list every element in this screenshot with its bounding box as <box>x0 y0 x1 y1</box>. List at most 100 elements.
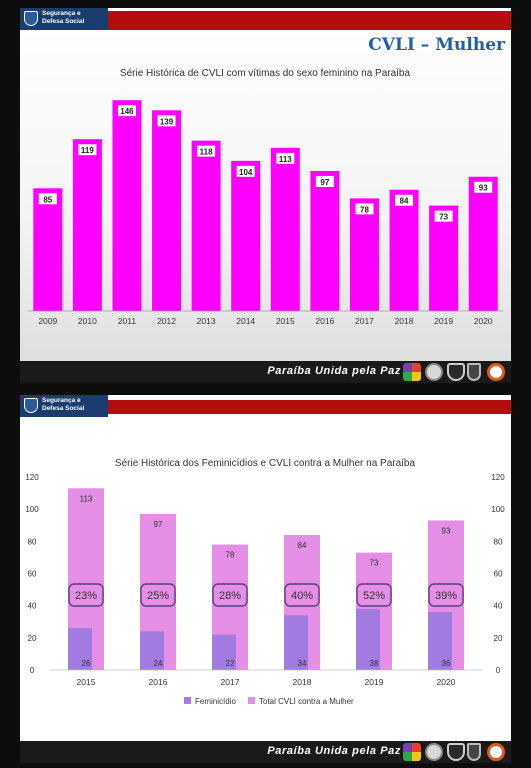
police-seal-icon <box>425 743 443 761</box>
bar-feminicidio-2020 <box>428 612 452 670</box>
percent-box <box>356 583 392 607</box>
chart-cvli-female-victims: Série Histórica de CVLI com vítimas do s… <box>28 68 503 326</box>
chart-title: Série Histórica dos Feminicídios e CVLI … <box>115 458 416 469</box>
bar-feminicidio-2015 <box>68 628 92 670</box>
org-name-line1: Segurança e <box>42 10 81 17</box>
data-label-box <box>395 194 414 206</box>
data-label-feminicidio: 24 <box>154 659 163 668</box>
data-label: 78 <box>360 205 369 214</box>
bar-feminicidio-2016 <box>140 631 164 670</box>
data-label-box <box>78 144 97 156</box>
data-label-box <box>236 165 255 177</box>
puzzle-icon <box>403 743 421 761</box>
x-tick-label: 2020 <box>437 677 456 687</box>
data-label: 118 <box>200 148 213 157</box>
footer-bar: Paraíba Unida pela Paz <box>20 741 511 763</box>
percent-label: 52% <box>363 590 385 602</box>
percent-label: 23% <box>75 590 97 602</box>
slide-cvli-history: Segurança e Defesa Social CVLI – Mulher … <box>20 8 511 383</box>
data-label-total: 113 <box>80 494 93 503</box>
data-label: 104 <box>239 168 253 177</box>
y2-tick-label: 40 <box>494 602 503 611</box>
percent-box <box>428 583 464 607</box>
fire-department-icon <box>487 363 505 381</box>
data-label-total: 84 <box>298 541 307 550</box>
y-tick-label: 100 <box>25 505 39 514</box>
x-tick-label: 2016 <box>149 677 168 687</box>
data-label-total: 73 <box>370 559 379 568</box>
x-tick-label: 2017 <box>355 316 374 326</box>
y2-tick-label: 0 <box>496 666 501 675</box>
data-label-feminicidio: 34 <box>298 659 307 668</box>
x-tick-label: 2011 <box>118 316 137 326</box>
legend-label-feminicidio: Feminicídio <box>195 697 236 706</box>
x-tick-label: 2017 <box>221 677 240 687</box>
shield-icon <box>467 743 481 761</box>
org-logo: Segurança e Defesa Social <box>20 8 108 30</box>
y-tick-label: 120 <box>25 473 39 482</box>
civil-police-badge-icon <box>447 743 465 761</box>
bar-2015 <box>270 147 300 311</box>
fire-department-icon <box>487 743 505 761</box>
x-tick-label: 2018 <box>395 316 414 326</box>
x-tick-label: 2012 <box>157 316 176 326</box>
section-badge: CVLI – Mulher <box>368 35 505 55</box>
partner-logos <box>403 362 507 382</box>
x-tick-label: 2010 <box>78 316 97 326</box>
bar-2016 <box>310 170 340 311</box>
y-tick-label: 20 <box>28 634 37 643</box>
org-name-line1: Segurança e <box>42 397 81 404</box>
bar-2014 <box>231 160 261 311</box>
slide-feminicide-history: Segurança e Defesa Social Série Históric… <box>20 395 511 763</box>
x-tick-label: 2019 <box>365 677 384 687</box>
y2-tick-label: 60 <box>494 570 503 579</box>
percent-label: 40% <box>291 590 313 602</box>
data-label: 113 <box>279 155 292 164</box>
x-tick-label: 2009 <box>38 316 57 326</box>
chart-feminicide-vs-cvli: Série Histórica dos Feminicídios e CVLI … <box>25 458 505 706</box>
chart-title: Série Histórica de CVLI com vítimas do s… <box>120 68 411 79</box>
y-tick-label: 80 <box>28 537 37 546</box>
data-label-box <box>157 115 176 127</box>
data-label-box <box>355 203 374 215</box>
percent-label: 39% <box>435 590 457 602</box>
data-label: 84 <box>400 197 409 206</box>
x-tick-label: 2015 <box>276 316 295 326</box>
percent-box <box>284 583 320 607</box>
data-label-box <box>474 181 493 193</box>
header-red-strip <box>108 11 511 30</box>
data-label: 146 <box>120 107 134 116</box>
data-label: 85 <box>43 195 52 204</box>
data-label-box <box>117 105 136 117</box>
y-tick-label: 0 <box>30 666 35 675</box>
percent-box <box>68 583 104 607</box>
x-tick-label: 2018 <box>293 677 312 687</box>
data-label-total: 78 <box>226 551 235 560</box>
data-label-box <box>315 175 334 187</box>
org-logo: Segurança e Defesa Social <box>20 395 108 417</box>
data-label-total: 93 <box>442 526 451 535</box>
y2-tick-label: 20 <box>494 634 503 643</box>
bar-2012 <box>152 110 182 311</box>
y2-tick-label: 100 <box>491 505 505 514</box>
data-label-box <box>434 210 453 222</box>
bar-2009 <box>33 188 63 311</box>
data-label-total: 97 <box>154 520 163 529</box>
y2-tick-label: 80 <box>494 537 503 546</box>
data-label: 119 <box>81 146 94 155</box>
legend: Feminicídio Total CVLI contra a Mulher <box>184 697 354 706</box>
bar-feminicidio-2019 <box>356 608 380 670</box>
bar-feminicidio-2017 <box>212 634 236 670</box>
civil-police-badge-icon <box>447 363 465 381</box>
percent-label: 25% <box>147 590 169 602</box>
bar-2013 <box>191 140 221 311</box>
crest-icon <box>24 11 38 26</box>
data-label-box <box>38 193 57 205</box>
org-name-line2: Defesa Social <box>42 18 85 25</box>
data-label: 97 <box>320 178 329 187</box>
x-tick-label: 2020 <box>474 316 493 326</box>
data-label: 73 <box>439 213 448 222</box>
footer-slogan: Paraíba Unida pela Paz <box>267 745 401 757</box>
bar-2010 <box>72 139 102 311</box>
bar-2011 <box>112 100 142 312</box>
